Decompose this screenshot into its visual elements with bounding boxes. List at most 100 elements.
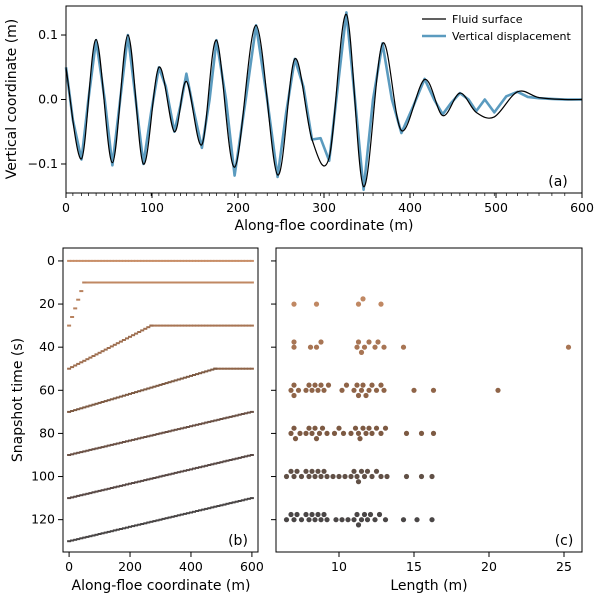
panel-b-x-tick-label: 400 [179,559,203,574]
floe-length-point [291,301,297,307]
floe-boundary-marker [179,427,184,430]
floe-boundary-marker [198,423,203,426]
floe-boundary-marker [91,534,96,537]
floe-boundary-marker [231,324,236,327]
floe-boundary-marker [158,281,163,284]
panel-b-y-axis-label: Snapshot time (s) [10,338,26,462]
floe-length-point [309,511,315,518]
floe-boundary-marker [97,259,102,262]
floe-boundary-marker [201,465,206,468]
floe-boundary-marker [219,367,224,370]
floe-length-point [283,473,290,480]
floe-length-point [315,387,321,393]
floe-boundary-marker [67,540,72,543]
floe-boundary-marker [131,438,136,441]
floe-length-point [324,473,330,480]
floe-length-point [357,436,363,442]
floe-length-point [316,430,323,436]
floe-boundary-marker [216,505,221,507]
floe-length-point [429,473,435,480]
floe-length-point [382,517,389,523]
floe-boundary-marker [237,281,242,284]
floe-boundary-marker [243,455,248,458]
floe-boundary-marker [237,500,242,502]
floe-boundary-marker [112,443,117,446]
floe-boundary-marker [246,281,251,284]
floe-boundary-marker [161,281,166,284]
floe-boundary-marker [118,484,123,487]
floe-length-point [411,387,417,393]
panel-a-x-tick-label: 600 [570,200,594,215]
floe-length-point [378,301,384,307]
floe-boundary-marker [207,369,212,372]
floe-length-point [378,473,384,480]
floe-length-point [291,382,297,388]
floe-boundary-marker [152,520,157,523]
floe-boundary-marker [76,259,81,262]
floe-boundary-marker [140,479,145,482]
floe-boundary-marker [134,332,139,335]
floe-boundary-marker [249,281,254,284]
panel-b: 0 200 400 600 0 20 40 60 80 100 120 Along-floe coo… [10,247,264,594]
floe-boundary-marker [207,259,212,262]
floe-boundary-marker [185,259,190,262]
floe-length-point [352,425,359,431]
panel-b-y-tick-label: 80 [39,425,55,440]
floe-boundary-marker [70,539,75,542]
floe-length-point [372,517,378,523]
floe-boundary-marker [201,508,206,511]
floe-length-point [312,517,318,523]
floe-length-point [309,387,315,393]
floe-boundary-marker [125,281,129,284]
floe-boundary-marker [137,281,142,284]
floe-boundary-marker [207,507,212,510]
floe-boundary-marker [91,491,96,494]
floe-boundary-marker [231,259,236,262]
floe-boundary-marker [161,431,166,434]
floe-boundary-marker [249,410,254,413]
panel-b-x-tick-label: 600 [240,559,264,574]
floe-boundary-marker [228,502,233,505]
floe-boundary-marker [222,281,227,284]
floe-boundary-marker [195,324,200,327]
floe-boundary-marker [82,259,87,262]
floe-boundary-marker [73,409,78,412]
floe-boundary-marker [176,428,181,431]
floe-boundary-marker [134,391,139,394]
floe-boundary-marker [210,259,215,262]
floe-length-point [355,522,362,528]
panel-b-frame [62,247,259,553]
floe-boundary-marker [204,421,209,424]
panel-b-y-tick-label: 60 [39,382,55,397]
floe-boundary-marker [152,477,157,479]
floe-boundary-marker [76,298,81,301]
floe-boundary-marker [207,420,212,423]
floe-length-point [306,473,312,480]
floe-boundary-marker [149,520,154,523]
floe-length-point [358,468,365,474]
floe-boundary-marker [237,324,242,327]
floe-boundary-marker [140,259,145,262]
floe-length-point [345,517,351,523]
floe-boundary-marker [103,531,108,534]
floe-boundary-marker [140,436,145,439]
panel-a-x-tick-label: 200 [226,200,250,215]
floe-boundary-marker [137,390,142,393]
floe-length-point [333,517,339,523]
floe-boundary-marker [131,392,136,394]
floe-boundary-marker [164,517,169,520]
floe-boundary-marker [94,353,99,356]
floe-boundary-marker [85,535,90,538]
floe-length-point [303,387,309,393]
floe-length-point [318,382,324,388]
floe-boundary-marker [106,347,111,349]
panel-a-tag: (a) [548,174,568,190]
floe-boundary-marker [204,324,209,327]
floe-boundary-marker [204,370,209,373]
floe-length-point [288,468,294,474]
panel-c-plot-area [283,296,572,528]
panel-b-x-axis-label: Along-floe coordinate (m) [72,578,251,594]
floe-boundary-marker [213,281,218,284]
floe-length-point [294,468,300,474]
floe-length-point [325,382,332,388]
